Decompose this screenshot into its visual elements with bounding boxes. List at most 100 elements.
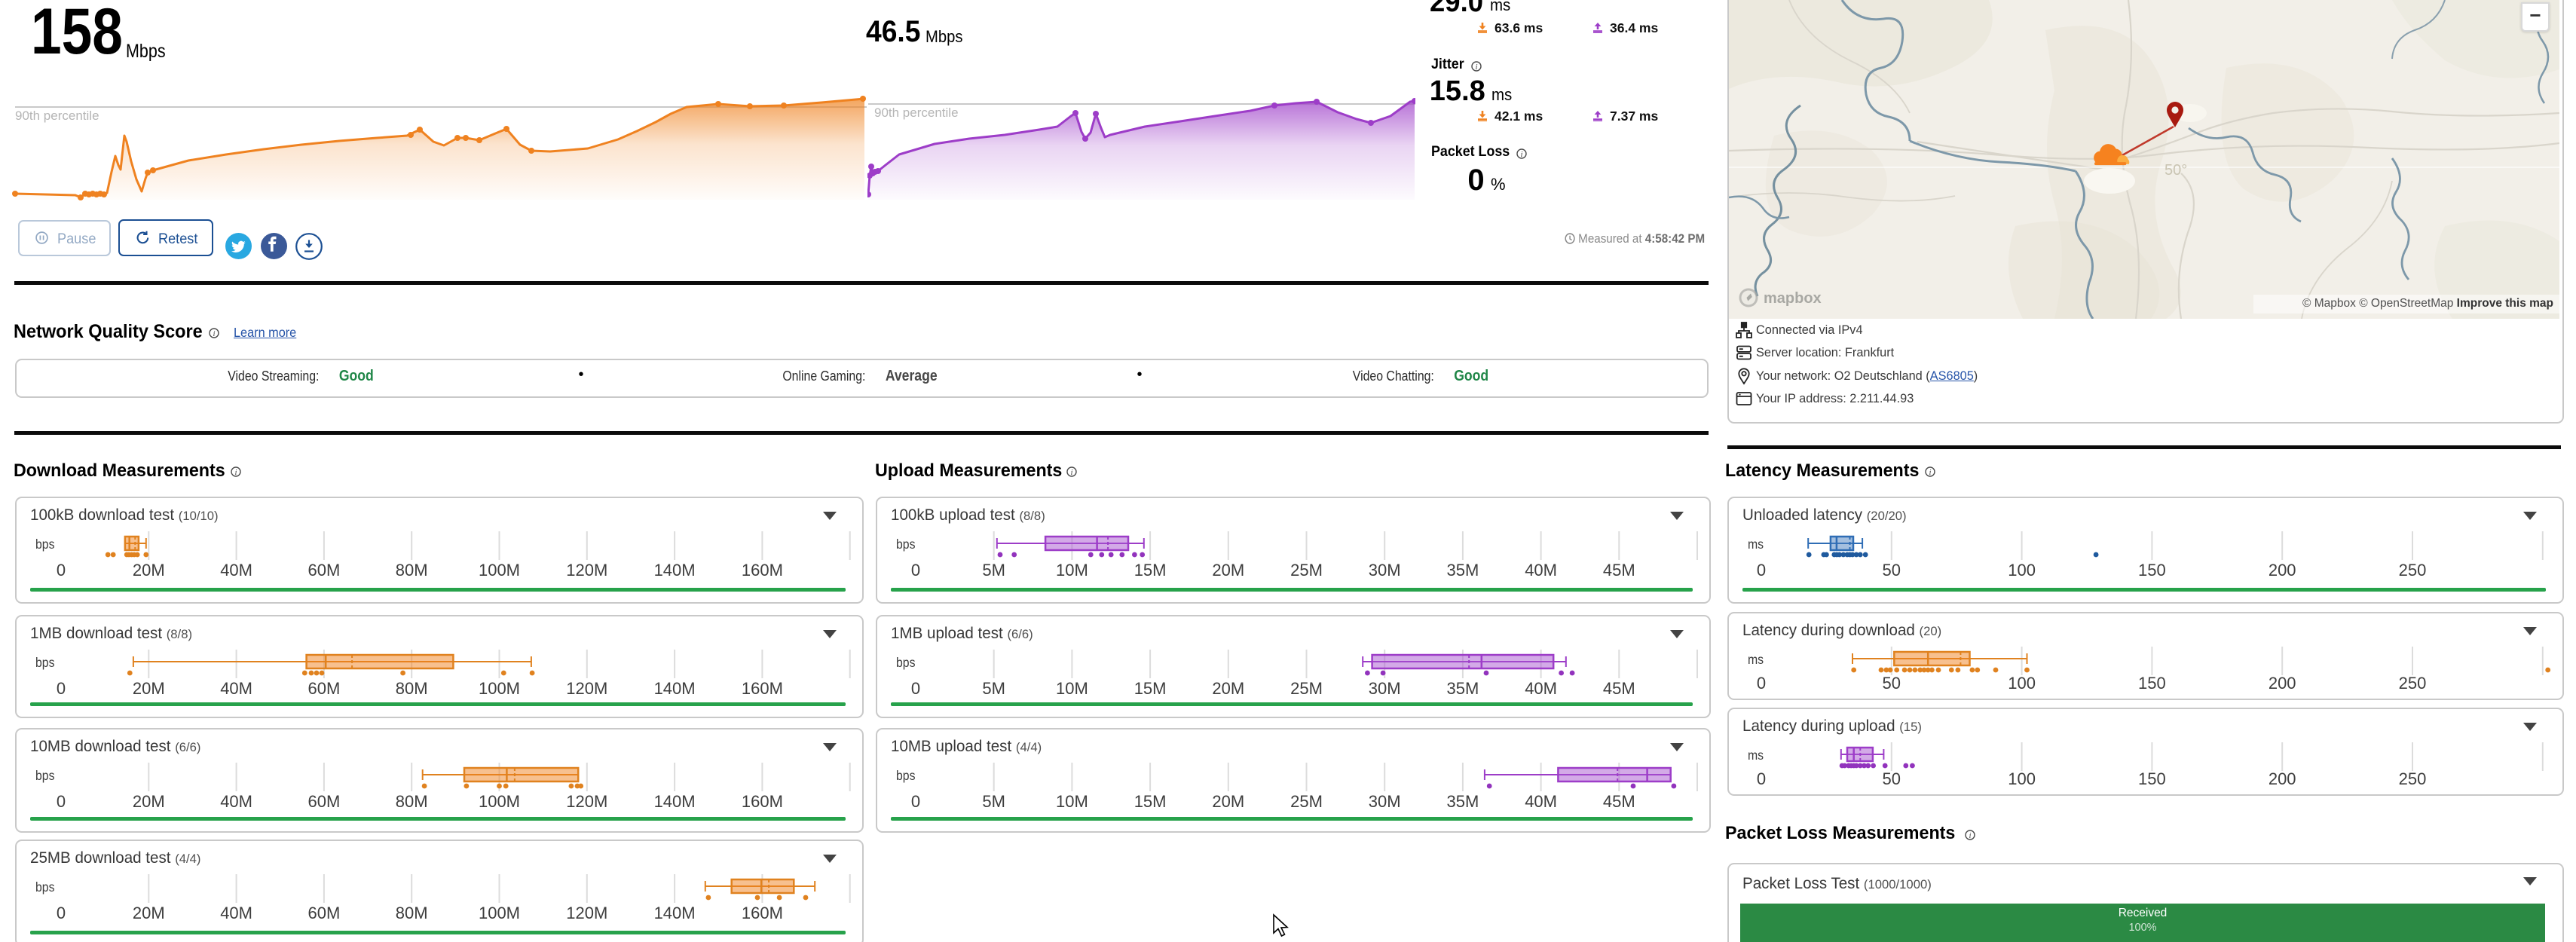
- svg-text:100M: 100M: [479, 561, 520, 580]
- svg-text:150: 150: [2138, 561, 2166, 580]
- svg-text:200: 200: [2269, 561, 2296, 580]
- svg-text:160M: 160M: [742, 561, 783, 580]
- svg-text:i: i: [234, 468, 237, 477]
- svg-text:90th percentile: 90th percentile: [874, 106, 959, 120]
- svg-text:60M: 60M: [308, 679, 341, 698]
- svg-text:250: 250: [2399, 674, 2427, 693]
- svg-text:10M: 10M: [1056, 561, 1088, 580]
- svg-text:90th percentile: 90th percentile: [15, 109, 99, 123]
- svg-text:bps: bps: [35, 537, 55, 552]
- svg-text:20M: 20M: [133, 679, 165, 698]
- svg-text:80M: 80M: [396, 904, 428, 922]
- svg-text:ms: ms: [1748, 748, 1764, 763]
- svg-text:250: 250: [2399, 769, 2427, 788]
- svg-text:50°: 50°: [2165, 162, 2187, 179]
- svg-text:0: 0: [57, 679, 66, 698]
- svg-text:20M: 20M: [133, 792, 165, 811]
- svg-text:40M: 40M: [220, 561, 252, 580]
- svg-text:200: 200: [2269, 674, 2296, 693]
- svg-text:5M: 5M: [982, 561, 1005, 580]
- svg-text:15M: 15M: [1134, 679, 1167, 698]
- svg-text:250: 250: [2399, 561, 2427, 580]
- svg-text:140M: 140M: [654, 792, 696, 811]
- svg-text:150: 150: [2138, 769, 2166, 788]
- svg-text:20M: 20M: [133, 561, 165, 580]
- svg-text:40M: 40M: [220, 904, 252, 922]
- svg-text:100M: 100M: [479, 904, 520, 922]
- svg-text:60M: 60M: [308, 904, 341, 922]
- svg-text:0: 0: [57, 904, 66, 922]
- svg-text:0: 0: [911, 792, 920, 811]
- svg-text:bps: bps: [896, 768, 916, 783]
- svg-text:30M: 30M: [1369, 679, 1401, 698]
- svg-text:100: 100: [2008, 769, 2036, 788]
- svg-text:140M: 140M: [654, 679, 696, 698]
- svg-text:25M: 25M: [1290, 792, 1323, 811]
- svg-text:20M: 20M: [1212, 679, 1244, 698]
- svg-text:45M: 45M: [1603, 561, 1635, 580]
- svg-text:50: 50: [1883, 769, 1901, 788]
- svg-text:0: 0: [911, 561, 920, 580]
- svg-text:20M: 20M: [1212, 561, 1244, 580]
- svg-text:35M: 35M: [1447, 561, 1479, 580]
- svg-text:60M: 60M: [308, 561, 341, 580]
- svg-text:80M: 80M: [396, 792, 428, 811]
- svg-text:0: 0: [1757, 561, 1766, 580]
- svg-text:10M: 10M: [1056, 792, 1088, 811]
- svg-text:i: i: [1475, 63, 1477, 72]
- svg-text:100M: 100M: [479, 792, 520, 811]
- svg-text:60M: 60M: [308, 792, 341, 811]
- svg-text:40M: 40M: [1525, 561, 1557, 580]
- svg-text:45M: 45M: [1603, 792, 1635, 811]
- svg-text:100M: 100M: [479, 679, 520, 698]
- svg-text:35M: 35M: [1447, 792, 1479, 811]
- svg-text:20M: 20M: [133, 904, 165, 922]
- svg-text:0: 0: [1757, 674, 1766, 693]
- svg-text:i: i: [1070, 468, 1072, 477]
- svg-text:ms: ms: [1748, 537, 1764, 552]
- svg-text:i: i: [213, 329, 215, 338]
- svg-text:15M: 15M: [1134, 561, 1167, 580]
- svg-text:150: 150: [2138, 674, 2166, 693]
- svg-text:120M: 120M: [566, 679, 607, 698]
- svg-text:160M: 160M: [742, 904, 783, 922]
- svg-text:50: 50: [1883, 674, 1901, 693]
- svg-text:20M: 20M: [1212, 792, 1244, 811]
- svg-text:160M: 160M: [742, 679, 783, 698]
- svg-text:200: 200: [2269, 769, 2296, 788]
- svg-text:25M: 25M: [1290, 561, 1323, 580]
- svg-text:40M: 40M: [220, 792, 252, 811]
- svg-text:100: 100: [2008, 561, 2036, 580]
- svg-text:45M: 45M: [1603, 679, 1635, 698]
- svg-text:40M: 40M: [1525, 792, 1557, 811]
- svg-text:bps: bps: [35, 655, 55, 670]
- svg-text:5M: 5M: [982, 792, 1005, 811]
- svg-text:30M: 30M: [1369, 792, 1401, 811]
- svg-text:0: 0: [57, 561, 66, 580]
- svg-text:120M: 120M: [566, 792, 607, 811]
- svg-text:30M: 30M: [1369, 561, 1401, 580]
- svg-text:120M: 120M: [566, 561, 607, 580]
- svg-text:40M: 40M: [220, 679, 252, 698]
- svg-text:i: i: [1929, 468, 1931, 477]
- svg-text:140M: 140M: [654, 561, 696, 580]
- svg-text:i: i: [1520, 150, 1522, 159]
- svg-text:25M: 25M: [1290, 679, 1323, 698]
- svg-text:160M: 160M: [742, 792, 783, 811]
- svg-text:bps: bps: [896, 655, 916, 670]
- svg-text:0: 0: [911, 679, 920, 698]
- svg-text:50: 50: [1883, 561, 1901, 580]
- svg-text:100: 100: [2008, 674, 2036, 693]
- svg-text:40M: 40M: [1525, 679, 1557, 698]
- svg-text:80M: 80M: [396, 561, 428, 580]
- svg-text:0: 0: [1757, 769, 1766, 788]
- svg-text:i: i: [1969, 831, 1971, 840]
- svg-text:ms: ms: [1748, 652, 1764, 667]
- svg-text:15M: 15M: [1134, 792, 1167, 811]
- svg-text:80M: 80M: [396, 679, 428, 698]
- svg-text:bps: bps: [35, 879, 55, 895]
- svg-text:140M: 140M: [654, 904, 696, 922]
- svg-text:5M: 5M: [982, 679, 1005, 698]
- svg-text:bps: bps: [896, 537, 916, 552]
- svg-text:10M: 10M: [1056, 679, 1088, 698]
